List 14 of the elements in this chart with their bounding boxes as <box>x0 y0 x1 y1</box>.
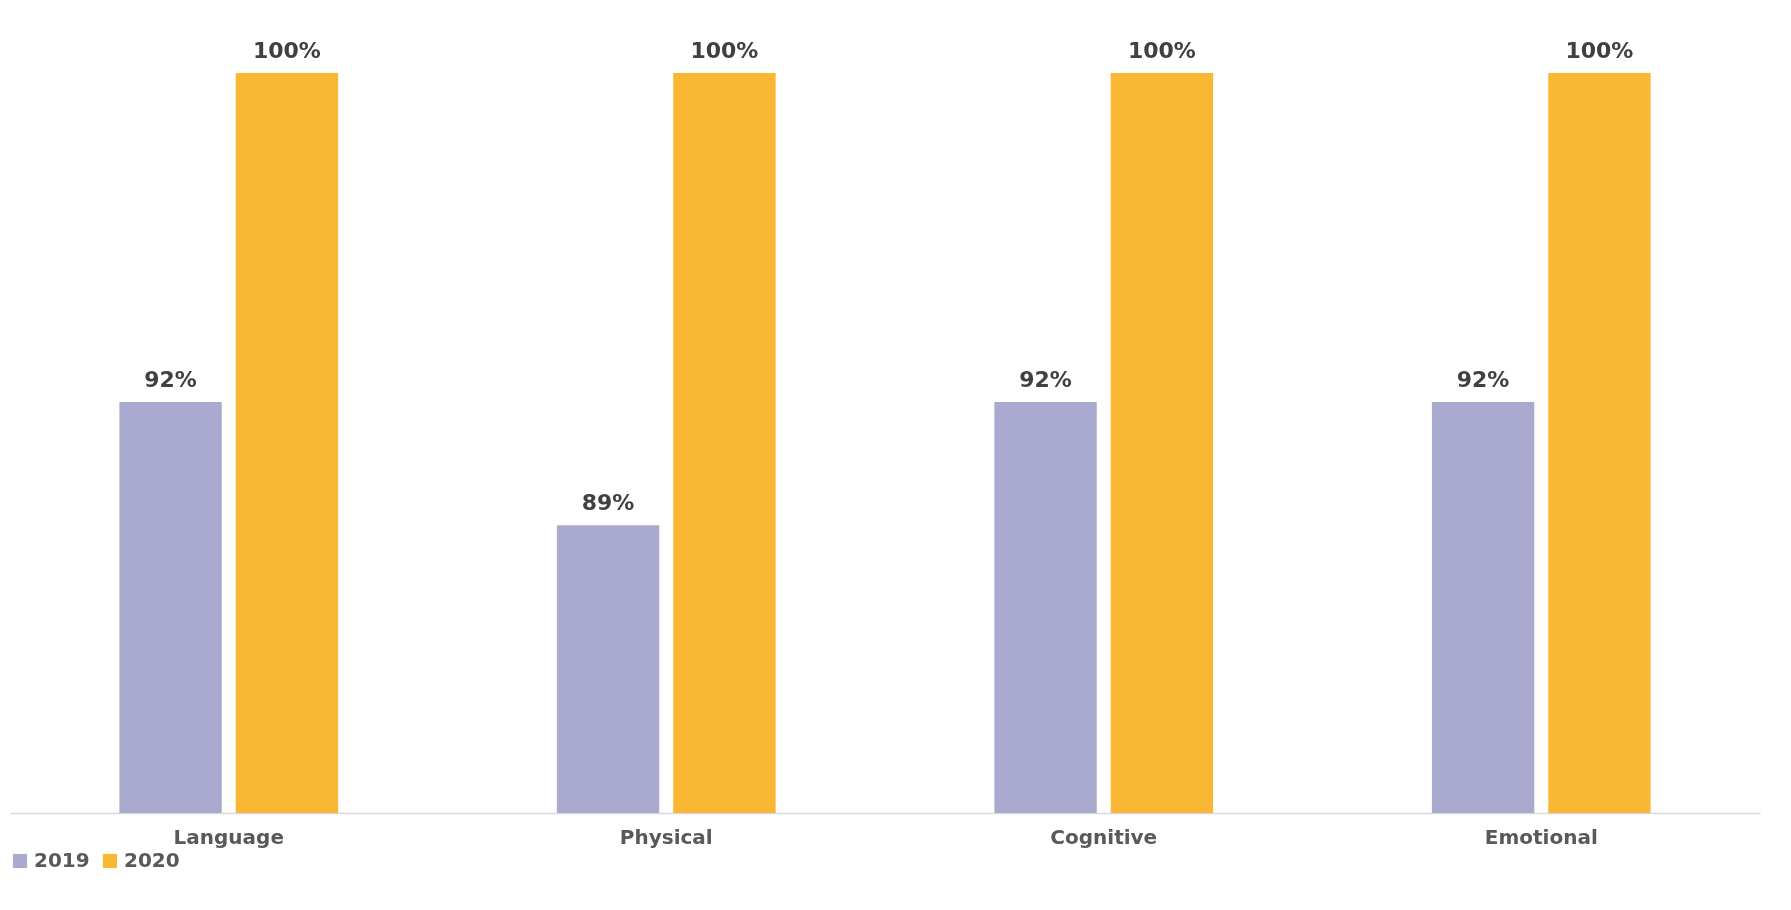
x-tick-label: Cognitive <box>1050 824 1158 849</box>
data-label: 100% <box>1565 38 1634 63</box>
data-label: 100% <box>252 38 321 63</box>
data-label: 89% <box>581 490 635 516</box>
legend-label: 2020 <box>124 848 180 872</box>
x-tick-label: Emotional <box>1484 824 1598 849</box>
data-label: 100% <box>1127 38 1196 63</box>
x-tick-label: Language <box>173 824 284 849</box>
data-label: 92% <box>1456 366 1510 392</box>
x-tick-label: Physical <box>619 824 713 849</box>
legend-label: 2019 <box>34 848 90 872</box>
data-label: 100% <box>690 38 759 63</box>
data-label: 92% <box>1019 366 1072 392</box>
data-label: 92% <box>144 366 197 392</box>
